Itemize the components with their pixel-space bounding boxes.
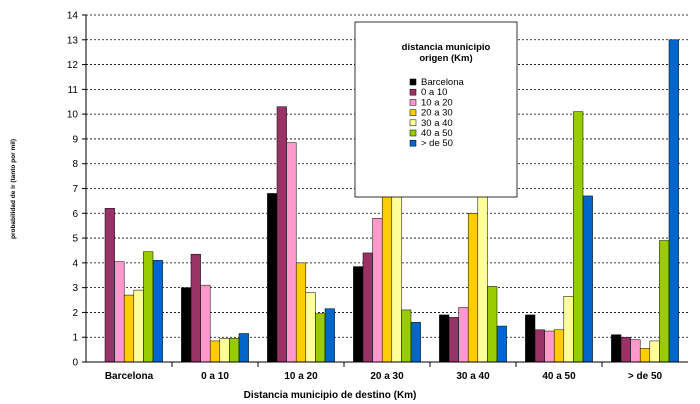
- y-tick-label: 0: [72, 358, 78, 369]
- bar: [372, 217, 383, 363]
- bar: [219, 338, 230, 363]
- bar: [439, 314, 450, 363]
- bar: [305, 292, 316, 363]
- bar: [582, 195, 593, 363]
- bar: [353, 266, 364, 363]
- bar: [133, 289, 144, 363]
- bar: [477, 169, 488, 363]
- y-tick-label: 9: [72, 134, 78, 145]
- bar: [286, 142, 297, 363]
- y-tick-label: 2: [72, 308, 78, 319]
- legend-swatch: [409, 119, 417, 127]
- legend-label: 10 a 20: [421, 97, 453, 108]
- bars: [104, 39, 679, 363]
- x-category-label: Barcelona: [105, 371, 154, 382]
- y-tick-label: 6: [72, 209, 78, 220]
- legend-swatch: [409, 129, 417, 137]
- legend-label: 30 a 40: [421, 118, 453, 129]
- bar: [630, 339, 641, 363]
- legend-swatch: [409, 109, 417, 116]
- bar: [267, 193, 278, 363]
- legend-box: [354, 21, 518, 198]
- x-category-label: 30 a 40: [456, 371, 490, 382]
- legend-label: 40 a 50: [421, 128, 453, 139]
- bar: [639, 348, 651, 363]
- bar: [200, 284, 211, 363]
- bar: [544, 330, 555, 363]
- y-tick-label: 8: [72, 159, 78, 170]
- y-axis-title: probabilidad de ir (tanto por mil): [10, 139, 17, 239]
- bar: [458, 307, 469, 363]
- x-category-label: 40 a 50: [542, 371, 576, 382]
- legend: distancia municipio origen (Km) Barcelon…: [354, 21, 518, 198]
- legend-swatch: [409, 99, 417, 106]
- x-axis-title: Distancia municipio de destino (Km): [244, 390, 417, 401]
- bar: [209, 340, 221, 363]
- legend-swatch: [409, 139, 417, 147]
- legend-title: distancia municipio: [402, 42, 491, 53]
- y-tick-label: 4: [72, 258, 78, 269]
- legend-label: 0 a 10: [421, 87, 447, 98]
- bar: [276, 106, 287, 363]
- legend-label: 20 a 30: [421, 108, 453, 119]
- bar: [668, 39, 679, 363]
- bar: [534, 329, 545, 363]
- bar: [123, 294, 135, 363]
- bar: [143, 251, 154, 363]
- bar: [611, 334, 622, 363]
- bar: [573, 111, 584, 363]
- y-tick-label: 5: [72, 234, 78, 245]
- bar: [659, 240, 670, 363]
- x-category-labels: Barcelona 0 a 10 10 a 20 20 a 30 30 a 40 40 a…: [105, 371, 663, 382]
- x-category-label: > de 50: [628, 371, 663, 382]
- bar: [229, 338, 240, 363]
- bar: [467, 213, 479, 363]
- bar: [114, 261, 125, 363]
- bar: [324, 308, 335, 363]
- y-tick-label: 7: [72, 184, 78, 195]
- bar: [448, 317, 459, 363]
- y-tick-label: 3: [72, 283, 78, 294]
- bar: [525, 314, 536, 363]
- bar: [487, 286, 498, 363]
- bar: [649, 340, 660, 363]
- bar: [190, 253, 201, 363]
- legend-label: Barcelona: [421, 77, 464, 88]
- y-tick-label: 13: [67, 35, 79, 46]
- legend-swatch: [409, 78, 417, 86]
- bar: [620, 336, 631, 363]
- bar: [152, 260, 163, 363]
- bar: [362, 252, 373, 363]
- bar: [381, 193, 393, 363]
- legend-subtitle: origen (Km): [419, 53, 472, 64]
- bar: [238, 333, 249, 363]
- y-tick-label: 11: [68, 85, 79, 96]
- x-category-label: 10 a 20: [284, 371, 318, 382]
- bar: [401, 309, 412, 363]
- bar: [553, 329, 565, 363]
- y-tick-label: 12: [67, 60, 79, 71]
- bar: [295, 262, 307, 363]
- legend-label: > de 50: [421, 138, 453, 149]
- y-tick-label: 10: [67, 110, 79, 121]
- bar: [181, 287, 192, 363]
- bar: [315, 313, 326, 363]
- bar: [563, 296, 574, 363]
- x-category-label: 20 a 30: [370, 371, 404, 382]
- legend-swatch: [409, 88, 417, 96]
- bar: [496, 325, 507, 363]
- x-category-label: 0 a 10: [201, 371, 229, 382]
- y-tick-label: 14: [67, 11, 79, 22]
- bar: [410, 322, 421, 363]
- bar: [104, 208, 115, 363]
- y-tick-label: 1: [72, 333, 78, 344]
